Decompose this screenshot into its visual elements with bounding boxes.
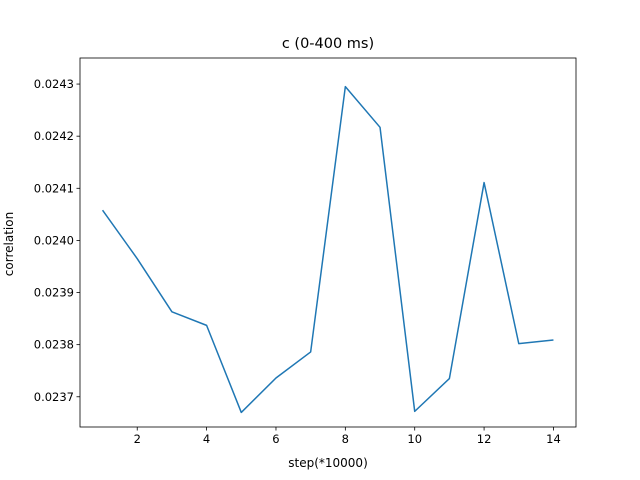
x-tick-label: 12 [477,432,492,446]
x-tick-label: 6 [272,432,279,446]
chart-title: c (0-400 ms) [282,36,374,52]
x-axis-label: step(*10000) [288,456,368,470]
y-tick-label: 0.0242 [34,129,74,143]
y-tick-label: 0.0237 [34,390,74,404]
y-tick-label: 0.0238 [34,338,74,352]
x-tick-label: 2 [134,432,141,446]
y-tick-label: 0.0240 [34,233,74,247]
y-tick-label: 0.0241 [34,181,74,195]
x-tick-label: 8 [342,432,349,446]
plot-frame [79,57,577,428]
series-line-0 [101,85,554,414]
x-tick-label: 4 [203,432,210,446]
plot-area: 2 4 6 8 10 12 14 0.0237 0.0238 0.0239 0.0240 0.0241… [34,57,577,446]
y-tick-label: 0.0239 [34,286,74,300]
x-tick-label: 14 [546,432,561,446]
y-axis-label: correlation [2,212,16,276]
y-tick-label: 0.0243 [34,77,74,91]
x-tick-label: 10 [407,432,422,446]
